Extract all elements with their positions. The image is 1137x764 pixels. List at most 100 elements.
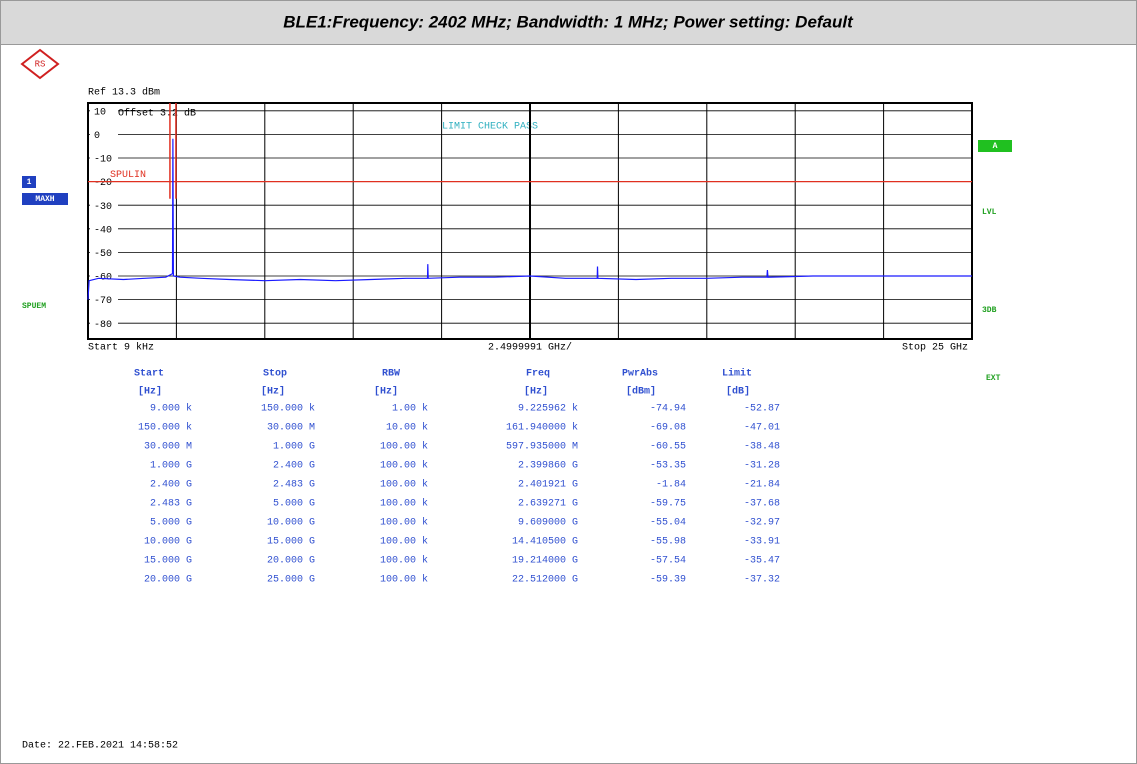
table-unit: [dB]	[726, 386, 750, 398]
y-tick-label: 0	[94, 131, 100, 142]
table-cell: -55.04	[650, 518, 686, 529]
tick-label-bg	[90, 152, 118, 163]
table-unit: [Hz]	[374, 386, 398, 398]
table-cell: 1.000 G	[150, 461, 192, 472]
table-cell: 9.000 k	[150, 403, 192, 415]
table-cell: 2.400 G	[150, 480, 192, 491]
table-header: PwrAbs	[622, 368, 658, 380]
table-cell: -52.87	[744, 404, 780, 415]
trace-mode: MAXH	[35, 195, 54, 204]
table-cell: 100.00 k	[380, 479, 428, 491]
table-cell: 22.512000 G	[512, 575, 578, 586]
table-cell: -69.08	[650, 423, 686, 434]
tick-label-bg	[90, 105, 118, 116]
logo: RS	[20, 48, 60, 80]
limit-label: SPULIN	[110, 170, 146, 181]
table-cell: 10.000 G	[144, 537, 192, 548]
table-cell: 1.00 k	[392, 403, 428, 415]
table-unit: [Hz]	[524, 386, 548, 398]
tick-label-bg	[90, 318, 118, 329]
table-cell: -59.39	[650, 575, 686, 586]
table-cell: -32.97	[744, 518, 780, 529]
start-label: Start 9 kHz	[88, 342, 154, 354]
table-cell: 100.00 k	[380, 441, 428, 453]
table-cell: 20.000 G	[267, 556, 315, 567]
header-band	[0, 0, 1137, 45]
table-cell: 25.000 G	[267, 575, 315, 586]
y-tick-label: 10	[94, 107, 106, 118]
side-label: SPUEM	[22, 302, 46, 311]
side-label: A	[993, 142, 998, 151]
table-cell: 20.000 G	[144, 575, 192, 586]
table-cell: 9.609000 G	[518, 518, 578, 529]
table-cell: 10.000 G	[267, 518, 315, 529]
limit-check: LIMIT CHECK PASS	[442, 122, 538, 133]
table-cell: -55.98	[650, 537, 686, 548]
table-cell: -59.75	[650, 499, 686, 510]
table-cell: 19.214000 G	[512, 556, 578, 567]
badge	[978, 140, 1012, 152]
table-cell: -47.01	[744, 423, 780, 434]
y-tick-label: -80	[94, 320, 112, 331]
table-cell: 2.483 G	[150, 499, 192, 510]
table-cell: 100.00 k	[380, 536, 428, 548]
date: Date: 22.FEB.2021 14:58:52	[22, 741, 178, 752]
table-cell: 30.000 M	[267, 423, 315, 434]
table-cell: 597.935000 M	[506, 442, 578, 453]
table-cell: -33.91	[744, 537, 780, 548]
y-tick-label: -30	[94, 202, 112, 213]
span-label: 2.4999991 GHz/	[488, 342, 572, 354]
y-tick-label: -40	[94, 225, 112, 236]
side-label: EXT	[986, 374, 1001, 383]
tick-label-bg	[90, 294, 118, 305]
table-unit: [Hz]	[138, 386, 162, 398]
table-cell: -60.55	[650, 442, 686, 453]
table-cell: -21.84	[744, 480, 780, 491]
table-header: Limit	[722, 368, 752, 380]
table-cell: 14.410500 G	[512, 537, 578, 548]
y-tick-label: -70	[94, 296, 112, 307]
table-cell: 2.401921 G	[518, 480, 578, 491]
table-header: Freq	[526, 369, 550, 380]
table-cell: -37.68	[744, 499, 780, 510]
tick-label-bg	[90, 270, 118, 281]
svg-text:RS: RS	[35, 59, 46, 69]
tick-label-bg	[90, 200, 118, 211]
table-cell: -53.35	[650, 461, 686, 472]
table-cell: 15.000 G	[267, 537, 315, 548]
table-unit: [Hz]	[261, 386, 285, 398]
table-cell: 150.000 k	[261, 403, 315, 415]
table-cell: -35.47	[744, 556, 780, 567]
trace	[87, 138, 972, 300]
table-cell: -31.28	[744, 461, 780, 472]
table-header: Stop	[263, 369, 287, 380]
table-cell: 2.400 G	[273, 461, 315, 472]
table-cell: -1.84	[656, 480, 686, 491]
table-cell: 2.483 G	[273, 480, 315, 491]
table-cell: 1.000 G	[273, 442, 315, 453]
y-tick-label: -50	[94, 249, 112, 260]
table-cell: 5.000 G	[150, 518, 192, 529]
table-cell: -74.94	[650, 404, 686, 415]
table-header: RBW	[382, 369, 400, 380]
table-unit: [dBm]	[626, 386, 656, 398]
table-cell: 10.00 k	[386, 422, 428, 434]
table-cell: 15.000 G	[144, 556, 192, 567]
tick-label-bg	[90, 247, 118, 258]
table-cell: -37.32	[744, 575, 780, 586]
offset-label: Offset 3.2 dB	[118, 108, 196, 120]
y-tick-label: -10	[94, 155, 112, 166]
tick-label-bg	[90, 223, 118, 234]
title: BLE1:Frequency: 2402 MHz; Bandwidth: 1 M…	[283, 12, 854, 31]
stop-label: Stop 25 GHz	[902, 343, 968, 354]
table-cell: 2.399860 G	[518, 461, 578, 472]
table-cell: 5.000 G	[273, 499, 315, 510]
badge	[22, 193, 68, 205]
tick-label-bg	[90, 129, 118, 140]
ref-label: Ref 13.3 dBm	[88, 87, 160, 99]
table-cell: 161.940000 k	[506, 422, 578, 434]
y-tick-label: -20	[94, 178, 112, 189]
table-cell: 100.00 k	[380, 517, 428, 529]
